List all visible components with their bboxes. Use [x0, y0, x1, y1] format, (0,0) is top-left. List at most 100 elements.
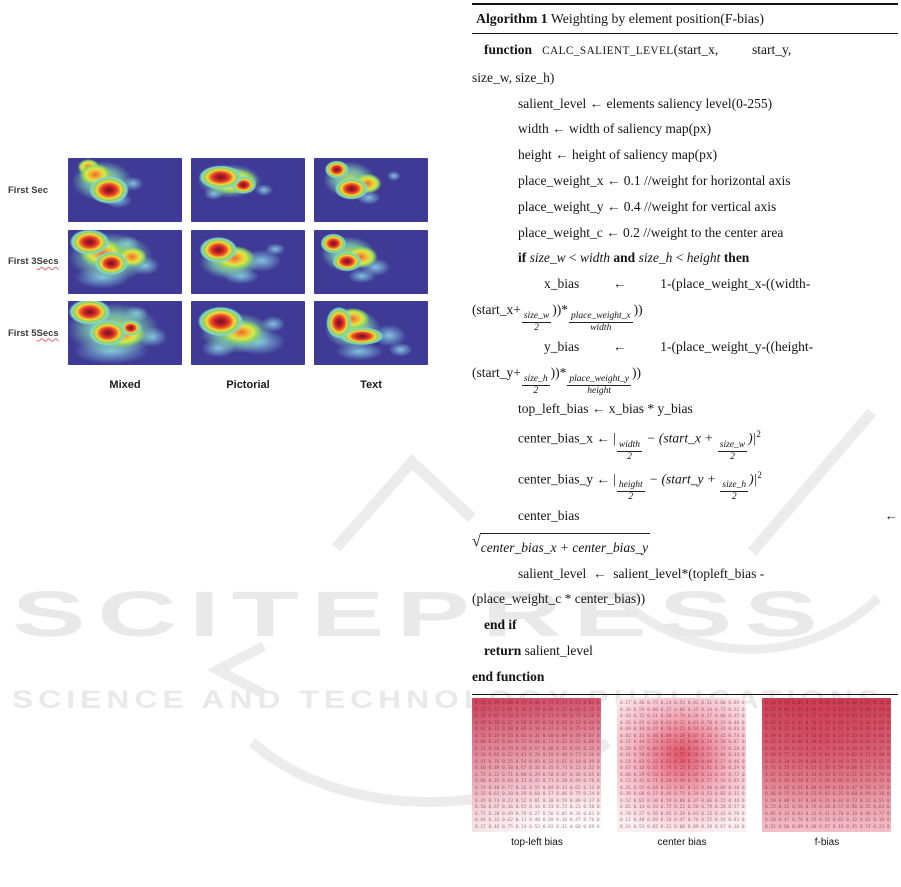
row-label-marked-word: Secs	[36, 327, 59, 339]
fraction: size_w 2	[521, 310, 552, 333]
code-text: ))*	[550, 364, 567, 380]
code-text: ))	[631, 364, 641, 380]
algorithm-body: function CALC_SALIENT_LEVEL(start_x, sta…	[472, 34, 898, 694]
algorithm-line: salient_level ← salient_level*(topleft_b…	[472, 561, 898, 587]
code-text: center_bias_x ← |	[518, 430, 616, 446]
spacer	[0, 373, 59, 391]
algorithm-line: top_left_bias ← x_bias * y_bias	[472, 396, 898, 422]
code-text: height ← height of saliency map(px)	[518, 147, 718, 163]
code-text: size_w, size_h)	[472, 69, 555, 85]
row-label-first-sec: First Sec	[0, 158, 59, 222]
algorithm-line: y_bias ← 1-(place_weight_y-((height-	[472, 334, 898, 360]
algorithm-line: x_bias ← 1-(place_weight_x-((width-	[472, 271, 898, 297]
square-root: √ center_bias_x + center_bias_y	[472, 532, 651, 561]
code-text: place_weight_x ← 0.1 //weight for horizo…	[518, 172, 791, 188]
bias-panel-f-bias: 0.24 0.53 0.82 0.31 0.60 0.89 0.38 0.67 …	[762, 698, 892, 848]
code-text: size_h	[638, 250, 676, 266]
heatmap-first-sec-text	[314, 158, 428, 222]
code-text: (start_x, start_y,	[673, 42, 792, 57]
algorithm-line: (place_weight_c * center_bias))	[472, 586, 898, 612]
code-text: width ← width of saliency map(px)	[518, 121, 712, 137]
fraction: size_h 2	[720, 480, 749, 503]
algorithm-line: place_weight_x ← 0.1 //weight for horizo…	[472, 168, 898, 194]
superscript: 2	[757, 469, 762, 480]
fraction: height 2	[616, 480, 645, 503]
heatmap-first-sec-pictorial	[191, 158, 305, 222]
code-text: )|	[749, 471, 758, 487]
col-label-mixed: Mixed	[109, 378, 141, 391]
logo-stroke	[331, 454, 476, 552]
row-label-text: First 5	[8, 327, 37, 339]
gaze-heatmap-figure: First Sec First 3 Secs First 5 Secs Mixe…	[0, 158, 428, 391]
algorithm-title-text: Weighting by element position(F-bias)	[547, 11, 764, 26]
code-text: function	[484, 42, 543, 57]
code-text: (start_x+	[472, 301, 521, 317]
algorithm-line: end if	[472, 612, 898, 638]
code-text: center_bias_y ← |	[518, 471, 616, 487]
bias-label-center: center bias	[657, 837, 707, 848]
heatmap-first-5-secs-text	[314, 301, 428, 365]
algorithm-line: place_weight_y ← 0.4 //weight for vertic…	[472, 194, 898, 220]
code-text: )|	[748, 430, 757, 446]
code-text: width	[580, 250, 614, 266]
algorithm-top-rule	[472, 3, 898, 5]
heatmap-first-3-secs-pictorial	[191, 229, 305, 294]
code-text: x_bias ← 1-(place_weight_x-((width-	[544, 276, 811, 292]
code-text: height	[686, 250, 724, 266]
algorithm-line: center_bias_y ← | height 2 − (start_y + si…	[472, 463, 898, 503]
code-text: center_bias	[518, 507, 580, 523]
bias-image-f-bias: 0.24 0.53 0.82 0.31 0.60 0.89 0.38 0.67 …	[762, 698, 891, 832]
code-text: (start_y+	[472, 364, 521, 380]
bias-number-grid: 0.17 0.46 0.75 0.24 0.53 0.82 0.31 0.60 …	[620, 701, 746, 830]
bias-image-center: 0.17 0.46 0.75 0.24 0.53 0.82 0.31 0.60 …	[617, 698, 746, 832]
algorithm-line: (start_x+ size_w 2))* place_weight_x width))	[472, 297, 898, 334]
code-text: if	[518, 250, 530, 266]
algorithm-line: function CALC_SALIENT_LEVEL(start_x, sta…	[472, 37, 898, 65]
logo-stroke	[617, 594, 882, 654]
fraction: size_h 2	[521, 373, 550, 396]
code-text: ←	[884, 507, 899, 523]
heatmap-first-3-secs-mixed	[68, 229, 182, 294]
code-text: end if	[484, 617, 517, 633]
watermark-scitepress: SCITEPRESS	[12, 578, 830, 650]
heatmap-first-sec-mixed	[68, 158, 182, 222]
fraction: place_weight_x width	[568, 310, 633, 333]
code-text: return	[484, 642, 525, 658]
algorithm-line: width ← width of saliency map(px)	[472, 116, 898, 142]
code-text: ))	[633, 301, 643, 317]
code-text: and	[613, 250, 639, 266]
algorithm-line: place_weight_c ← 0.2 //weight to the cen…	[472, 220, 898, 246]
code-text: y_bias ← 1-(place_weight_y-((height-	[544, 338, 814, 354]
algorithm-title-rule	[472, 33, 898, 34]
row-label-marked-word: Secs	[36, 256, 59, 267]
superscript: 2	[756, 429, 761, 440]
code-text: size_w	[529, 250, 570, 266]
algorithm-line: center_bias_x ← | width 2 − (start_x + siz…	[472, 422, 898, 462]
algorithm-line: (start_y+ size_h 2))* place_weight_y height)…	[472, 360, 898, 397]
bias-number-grid: 0.24 0.53 0.82 0.31 0.60 0.89 0.38 0.67 …	[765, 701, 891, 830]
code-text: salient_level ← elements saliency level(…	[518, 95, 773, 111]
col-label-pictorial: Pictorial	[226, 378, 270, 391]
algorithm-line: end function	[472, 664, 898, 690]
code-text: end function	[472, 668, 545, 684]
code-text: salient_level	[524, 642, 593, 658]
fraction: width 2	[616, 439, 643, 462]
algorithm-line: salient_level ← elements saliency level(…	[472, 91, 898, 117]
bias-panel-center: 0.17 0.46 0.75 0.24 0.53 0.82 0.31 0.60 …	[617, 698, 747, 848]
row-label-first-3-secs: First 3 Secs	[0, 230, 59, 294]
algorithm-bottom-rule	[472, 693, 898, 695]
bias-label-f-bias: f-bias	[814, 837, 840, 848]
algorithm-line: height ← height of saliency map(px)	[472, 142, 898, 168]
bias-number-grid: 0.10 0.39 0.68 0.17 0.46 0.75 0.24 0.53 …	[475, 701, 601, 830]
algorithm-box: Algorithm 1 Weighting by element positio…	[472, 0, 898, 695]
code-text: <	[675, 250, 687, 266]
logo-stroke	[207, 641, 267, 699]
algorithm-line: if size_w < width and size_h < height th…	[472, 245, 898, 271]
code-text: top_left_bias ← x_bias * y_bias	[518, 401, 693, 417]
algorithm-title-label: Algorithm 1	[476, 11, 548, 26]
code-text: − (start_x +	[643, 430, 717, 446]
algorithm-title: Algorithm 1 Weighting by element positio…	[472, 5, 898, 33]
algorithm-line: √ center_bias_x + center_bias_y	[472, 529, 898, 561]
